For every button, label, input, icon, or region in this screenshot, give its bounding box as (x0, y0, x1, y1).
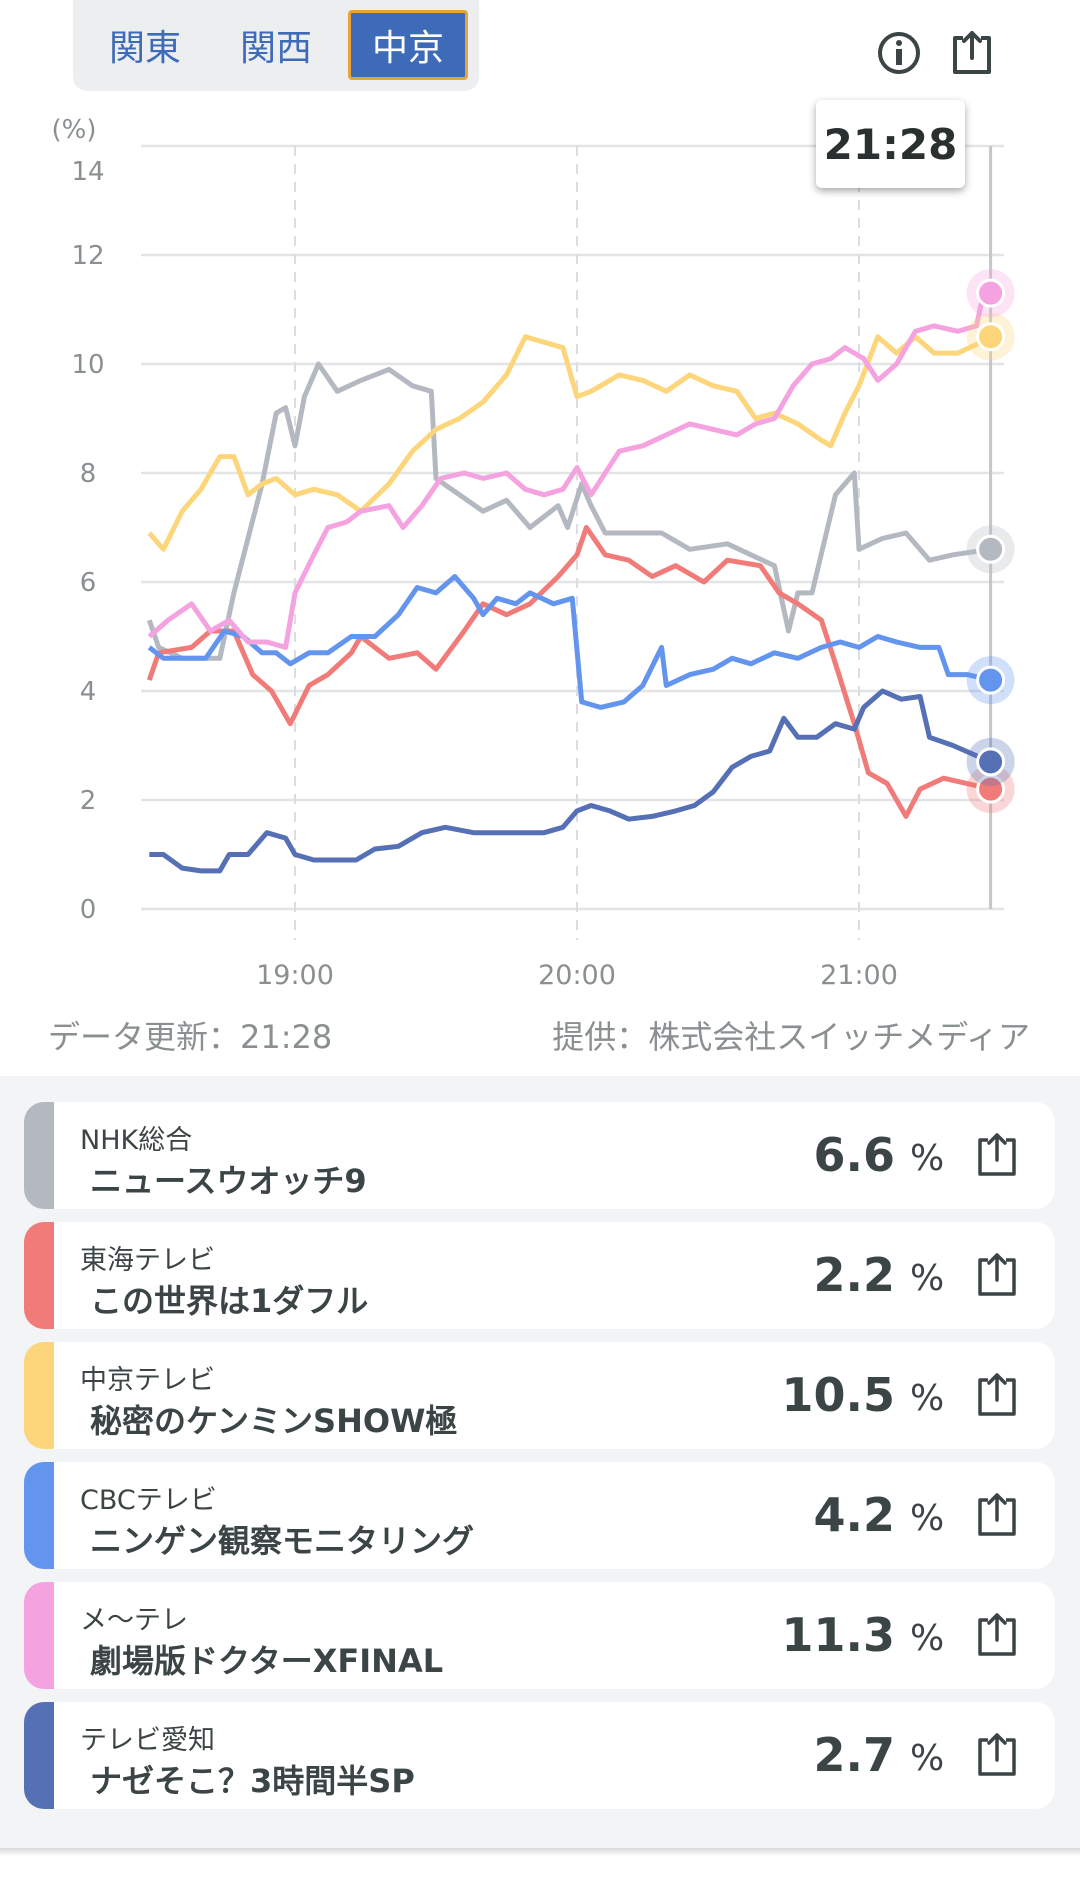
share-icon[interactable] (949, 30, 995, 76)
x-tick-label: 19:00 (256, 960, 334, 991)
channel-color-strip (24, 1462, 54, 1569)
channel-name: テレビ愛知 (80, 1725, 215, 1756)
data-updated-text: データ更新：21:28 (48, 1018, 333, 1056)
rating-value: 2.7 (813, 1728, 896, 1782)
region-tab-kansai[interactable]: 関西 (239, 28, 312, 69)
channel-name: CBCテレビ (80, 1485, 217, 1516)
channel-color-strip (24, 1582, 54, 1689)
program-title: ナゼそこ？3時間半SP (90, 1762, 415, 1800)
channel-color-strip (24, 1102, 54, 1209)
share-icon[interactable] (974, 1612, 1020, 1658)
region-tab-kanto[interactable]: 関東 (108, 28, 181, 69)
y-tick-label: 8 (80, 459, 97, 489)
channel-name: NHK総合 (80, 1125, 193, 1156)
channel-card[interactable]: メ〜テレ 劇場版ドクターXFINAL 11.3 % (24, 1582, 1055, 1689)
rating-unit: % (910, 1738, 945, 1779)
rating-value: 11.3 (781, 1608, 896, 1662)
rating-unit: % (910, 1138, 945, 1179)
channel-card[interactable]: テレビ愛知 ナゼそこ？3時間半SP 2.7 % (24, 1702, 1055, 1809)
endpoint-dot (976, 534, 1006, 564)
y-tick-label: 6 (80, 568, 97, 598)
channel-card[interactable]: 東海テレビ この世界は1ダフル 2.2 % (24, 1222, 1055, 1329)
endpoint-dot (976, 665, 1006, 695)
series-line (147, 334, 992, 552)
ratings-line-chart: (%) 0 2 4 6 8 10 12 14 19:00 20:00 21:00 (52, 115, 1015, 991)
rating-value: 6.6 (813, 1128, 896, 1182)
data-provider-text: 提供：株式会社スイッチメディア (552, 1018, 1030, 1056)
y-tick-label: 2 (80, 786, 97, 816)
program-title: 劇場版ドクターXFINAL (90, 1642, 444, 1680)
rating-value: 4.2 (813, 1488, 896, 1542)
rating-value: 2.2 (813, 1248, 896, 1302)
region-selector: 関東 関西 中京 (73, 0, 479, 91)
series-line (146, 525, 992, 819)
series-line (146, 361, 991, 661)
y-tick-label: 14 (71, 157, 104, 187)
endpoint-dot (976, 322, 1006, 352)
time-tooltip: 21:28 (816, 100, 965, 188)
channel-color-strip (24, 1342, 54, 1449)
channel-card[interactable]: 中京テレビ 秘密のケンミンSHOW極 10.5 % (24, 1342, 1055, 1449)
region-tab-chukyo[interactable]: 中京 (348, 10, 468, 80)
x-tick-label: 21:00 (820, 960, 898, 991)
rating-unit: % (910, 1618, 945, 1659)
series-line (147, 574, 992, 710)
y-tick-label: 12 (71, 241, 104, 271)
channel-card[interactable]: NHK総合 ニュースウオッチ9 6.6 % (24, 1102, 1055, 1209)
share-icon[interactable] (974, 1492, 1020, 1538)
channel-name: 中京テレビ (80, 1365, 215, 1396)
channel-name: 東海テレビ (80, 1245, 215, 1276)
channel-color-strip (24, 1702, 54, 1809)
rating-unit: % (910, 1378, 945, 1419)
rating-value: 10.5 (781, 1368, 896, 1422)
channel-card[interactable]: CBCテレビ ニンゲン観察モニタリング 4.2 % (24, 1462, 1055, 1569)
channel-color-strip (24, 1222, 54, 1329)
endpoint-dot (976, 278, 1006, 308)
program-title: ニュースウオッチ9 (90, 1162, 367, 1200)
info-circle-icon[interactable] (876, 30, 922, 76)
endpoint-dot (976, 747, 1006, 777)
y-tick-label: 10 (71, 350, 104, 380)
series-line (149, 688, 992, 874)
program-title: 秘密のケンミンSHOW極 (90, 1402, 458, 1440)
program-title: ニンゲン観察モニタリング (90, 1522, 475, 1560)
y-tick-label: 4 (80, 677, 97, 707)
share-icon[interactable] (974, 1132, 1020, 1178)
x-tick-label: 20:00 (538, 960, 616, 991)
share-icon[interactable] (974, 1252, 1020, 1298)
bottom-divider (0, 1848, 1080, 1856)
channel-name: メ〜テレ (80, 1605, 188, 1636)
series-line (147, 291, 993, 650)
share-icon[interactable] (974, 1732, 1020, 1778)
y-tick-label: 0 (80, 895, 97, 925)
y-axis-unit-label: (%) (52, 115, 97, 145)
rating-unit: % (910, 1498, 945, 1539)
share-icon[interactable] (974, 1372, 1020, 1418)
rating-unit: % (910, 1258, 945, 1299)
program-title: この世界は1ダフル (90, 1282, 369, 1320)
